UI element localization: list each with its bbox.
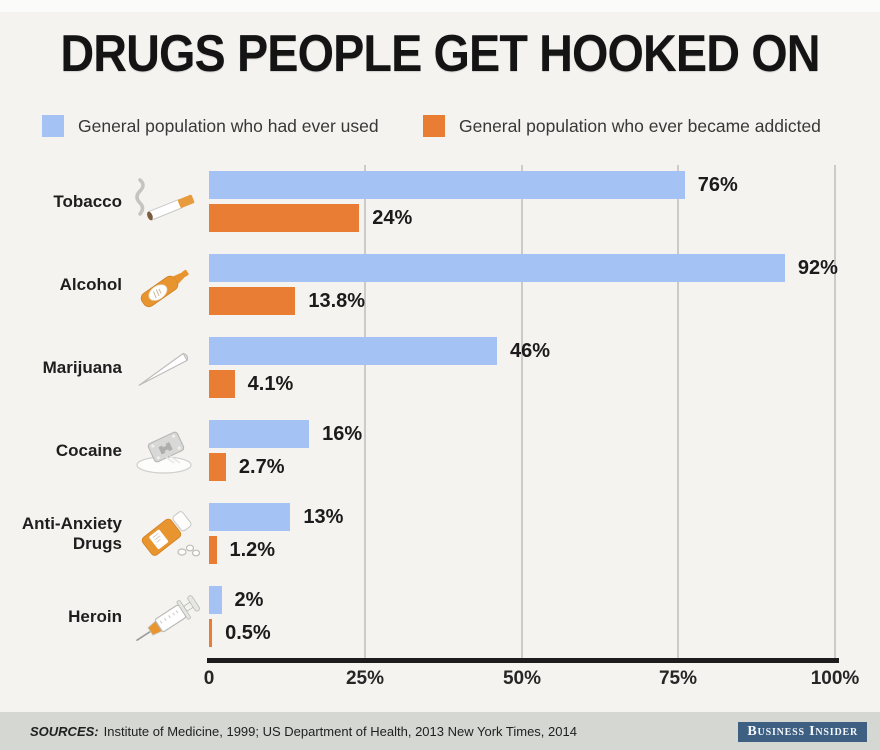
category-label: Marijuana [42,357,122,377]
value-label: 2% [234,589,264,611]
legend-item-became-addicted: General population who ever became addic… [423,114,821,138]
value-label: 16% [322,423,363,445]
bar-became-addicted [209,453,226,481]
chart-row-cocaine: Cocaine 16% 2.7% [0,420,880,481]
legend-swatch-blue [42,115,64,137]
value-label: 1.2% [229,539,276,561]
gridline-100 [834,165,836,659]
x-tick-100: 100% [810,668,860,689]
legend-swatch-orange [423,115,445,137]
x-tick-25: 25% [345,668,385,689]
bar-ever-used [209,254,785,282]
bottle-icon [124,250,206,320]
pill-bottle-icon [124,499,206,569]
value-label: 13.8% [308,290,366,312]
gridline-50 [521,165,523,659]
x-tick-75: 75% [658,668,698,689]
bar-became-addicted [209,619,213,647]
x-tick-0: 0 [203,668,215,689]
category-label: Heroin [68,606,122,626]
sources-text: SOURCES: Institute of Medicine, 1999; US… [30,712,577,750]
syringe-icon [124,582,206,652]
gridline-25 [364,165,366,659]
chart-title: DRUGS PEOPLE GET HOOKED ON [60,25,820,83]
sources-prefix: SOURCES: [30,723,99,739]
chart-row-alcohol: Alcohol 92% 13.8% [0,254,880,315]
bar-became-addicted [209,536,217,564]
chart-row-marijuana: Marijuana 46% 4.1% [0,337,880,398]
x-tick-50: 50% [502,668,542,689]
sources-body: Institute of Medicine, 1999; US Departme… [103,723,577,739]
value-label: 2.7% [238,456,285,478]
value-label: 0.5% [225,622,271,644]
chart-row-anti-anxiety-drugs: Anti-Anxiety Drugs 13% 1.2% [0,503,880,564]
category-label: Alcohol [59,274,122,294]
value-label: 76% [697,174,738,196]
bar-ever-used [209,586,222,614]
legend-label: General population who had ever used [78,115,379,136]
bar-ever-used [209,420,310,448]
bar-became-addicted [209,370,235,398]
chart-row-tobacco: Tobacco 76% 24% [0,171,880,232]
cigarette-icon [124,167,206,237]
value-label: 4.1% [247,373,294,395]
footer-bar: SOURCES: Institute of Medicine, 1999; US… [0,712,880,750]
value-label: 24% [372,207,413,229]
value-label: 46% [509,340,550,362]
gridline-75 [677,165,679,659]
legend-item-ever-used: General population who had ever used [42,114,379,138]
category-label: Cocaine [55,440,122,460]
bar-ever-used [209,503,291,531]
razor-blade-icon [124,416,206,486]
x-axis-line [207,658,839,663]
value-label: 13% [303,506,344,528]
business-insider-logo: Business Insider [738,722,867,742]
value-label: 92% [797,257,838,279]
category-label: Anti-Anxiety Drugs [21,513,122,553]
bar-ever-used [209,171,685,199]
legend-label: General population who ever became addic… [459,115,821,136]
top-strip [0,0,880,12]
bar-ever-used [209,337,497,365]
joint-icon [124,333,206,403]
chart-row-heroin: Heroin 2% 0.5% [0,586,880,647]
bar-became-addicted [209,287,296,315]
bar-became-addicted [209,204,360,232]
category-label: Tobacco [53,191,122,211]
